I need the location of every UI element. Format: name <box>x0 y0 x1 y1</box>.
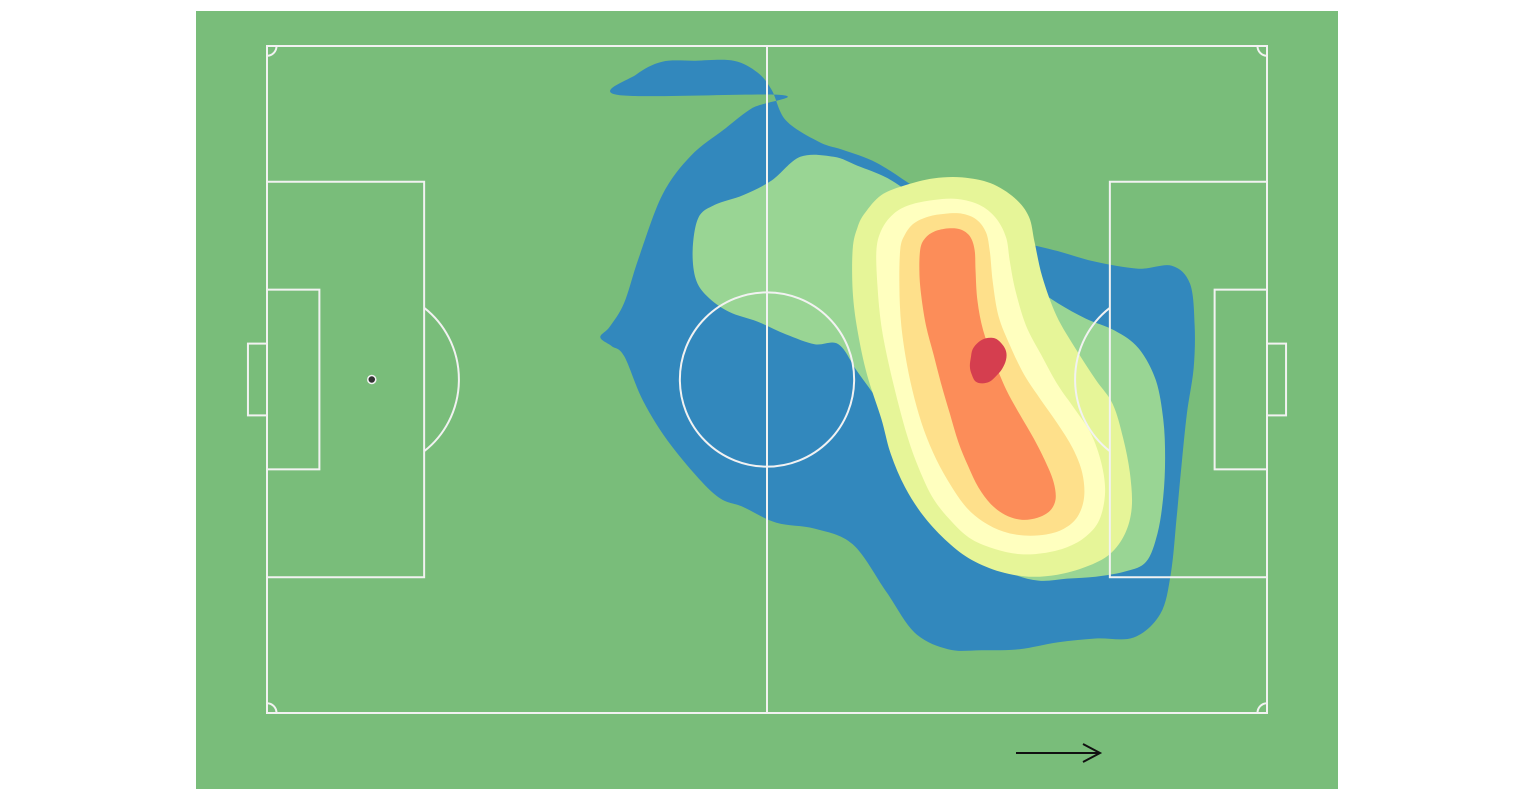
centre-circle <box>678 291 856 468</box>
pitch-markings <box>246 45 1288 714</box>
direction-of-play-arrow <box>1016 743 1103 763</box>
corner-arc-top-left <box>266 45 278 57</box>
right-penalty-arc <box>1074 306 1111 453</box>
left-goal <box>246 342 268 417</box>
heatmap-density-layer <box>600 59 1195 651</box>
corner-arc-top-right <box>1256 45 1268 57</box>
left-penalty-spot <box>367 374 377 385</box>
right-goal <box>1266 342 1288 417</box>
corner-arc-bottom-right <box>1256 702 1268 714</box>
left-penalty-arc <box>423 306 460 453</box>
corner-arc-bottom-left <box>266 702 278 714</box>
arrow-head-icon <box>1082 743 1103 763</box>
density-contour-level-7 <box>969 337 1007 384</box>
